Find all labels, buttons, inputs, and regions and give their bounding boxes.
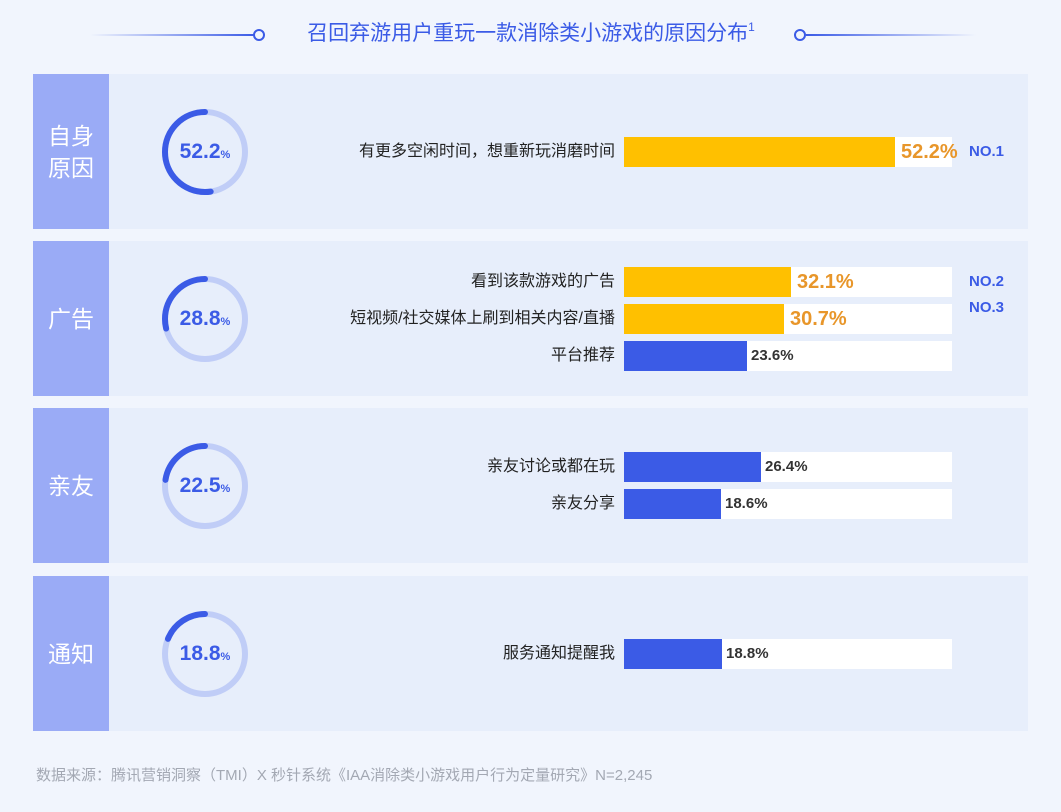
- ring-total-value: 18.8%: [161, 610, 249, 698]
- bar-fill: [624, 304, 784, 334]
- bar-category-label: 看到该款游戏的广告: [470, 273, 615, 290]
- chart-title: 召回弃游用户重玩一款消除类小游戏的原因分布1: [268, 20, 794, 48]
- ring-percent-sign: %: [220, 316, 231, 328]
- bar-track: 18.6%: [624, 489, 952, 519]
- bar-category-label: 亲友讨论或都在玩: [486, 458, 615, 475]
- bar-track: 52.2%: [624, 137, 958, 167]
- rank-badge: NO.2: [969, 273, 1005, 290]
- bar-row: 看到该款游戏的广告 32.1% NO.2: [33, 267, 1028, 297]
- section-label: 通知: [33, 576, 109, 731]
- ring-total-number: 28.8: [179, 307, 221, 330]
- ring-progress-icon: [162, 276, 248, 362]
- rank-badge: NO.3: [969, 299, 1005, 316]
- bar-fill: [624, 267, 791, 297]
- bar-category-label: 平台推荐: [550, 347, 615, 364]
- total-ring-chart: 28.8%: [161, 275, 249, 363]
- bar-category-label: 亲友分享: [550, 495, 615, 512]
- bar-row: 平台推荐 23.6%: [33, 341, 1028, 371]
- title-decor-line-right: [806, 34, 976, 36]
- section-label: 自身 原因: [33, 74, 109, 229]
- bar-fill: [624, 341, 747, 371]
- section-1: 广告 28.8% 看到该款游戏的广告 32.1% NO.2 短视频/社交媒体上刷到相关内容…: [33, 241, 1028, 396]
- bar-category-label: 短视频/社交媒体上刷到相关内容/直播: [350, 310, 615, 327]
- ring-total-number: 18.8: [179, 642, 221, 665]
- title-footnote-marker: 1: [748, 20, 755, 34]
- chart-title-text: 召回弃游用户重玩一款消除类小游戏的原因分布: [307, 22, 749, 45]
- bar-value-label: 52.2%: [901, 141, 958, 163]
- ring-percent-sign: %: [220, 149, 231, 161]
- ring-total-number: 22.5: [179, 474, 221, 497]
- bar-fill: [624, 489, 721, 519]
- bar-row: 短视频/社交媒体上刷到相关内容/直播 30.7% NO.3: [33, 299, 1028, 334]
- rank-badge: NO.1: [969, 143, 1005, 160]
- ring-progress-icon: [162, 611, 248, 697]
- chart-title-row: 召回弃游用户重玩一款消除类小游戏的原因分布1: [0, 14, 1061, 54]
- total-ring-chart: 22.5%: [161, 442, 249, 530]
- bar-track: 23.6%: [624, 341, 952, 371]
- bar-fill: [624, 639, 722, 669]
- bar-value-label: 18.8%: [726, 645, 769, 662]
- title-decor-line-left: [90, 34, 255, 36]
- ring-progress-icon: [162, 443, 248, 529]
- ring-total-number: 52.2: [179, 140, 221, 163]
- bar-value-label: 32.1%: [797, 271, 854, 293]
- bar-value-label: 23.6%: [751, 347, 794, 364]
- section-3: 通知 18.8% 服务通知提醒我 18.8%: [33, 576, 1028, 731]
- bar-row: 亲友讨论或都在玩 26.4%: [33, 452, 1028, 482]
- total-ring-chart: 18.8%: [161, 610, 249, 698]
- bar-row: 亲友分享 18.6%: [33, 489, 1028, 519]
- bar-row: 有更多空闲时间，想重新玩消磨时间 52.2% NO.1: [33, 137, 1028, 167]
- section-2: 亲友 22.5% 亲友讨论或都在玩 26.4% 亲友分享 18.6%: [33, 408, 1028, 563]
- ring-total-value: 22.5%: [161, 442, 249, 530]
- ring-progress-icon: [162, 109, 248, 195]
- bar-row: 服务通知提醒我 18.8%: [33, 639, 1028, 669]
- bar-value-label: 30.7%: [790, 308, 847, 330]
- section-0: 自身 原因 52.2% 有更多空闲时间，想重新玩消磨时间 52.2% NO.1: [33, 74, 1028, 229]
- data-source-note: 数据来源：腾讯营销洞察（TMI）X 秒针系统《IAA消除类小游戏用户行为定量研究…: [36, 767, 653, 784]
- title-decor-dot-right-icon: [794, 29, 806, 41]
- ring-total-value: 28.8%: [161, 275, 249, 363]
- total-ring-chart: 52.2%: [161, 108, 249, 196]
- bar-track: 26.4%: [624, 452, 952, 482]
- bar-track: 32.1%: [624, 267, 952, 297]
- bar-fill: [624, 137, 895, 167]
- bar-category-label: 有更多空闲时间，想重新玩消磨时间: [358, 143, 615, 160]
- ring-total-value: 52.2%: [161, 108, 249, 196]
- title-decor-dot-left-icon: [253, 29, 265, 41]
- bar-category-label: 服务通知提醒我: [502, 645, 615, 662]
- bar-track: 30.7%: [624, 304, 952, 334]
- section-label: 广告: [33, 241, 109, 396]
- section-label: 亲友: [33, 408, 109, 563]
- ring-percent-sign: %: [220, 651, 231, 663]
- bar-fill: [624, 452, 761, 482]
- bar-value-label: 18.6%: [725, 495, 768, 512]
- ring-percent-sign: %: [220, 483, 231, 495]
- bar-track: 18.8%: [624, 639, 952, 669]
- bar-value-label: 26.4%: [765, 458, 808, 475]
